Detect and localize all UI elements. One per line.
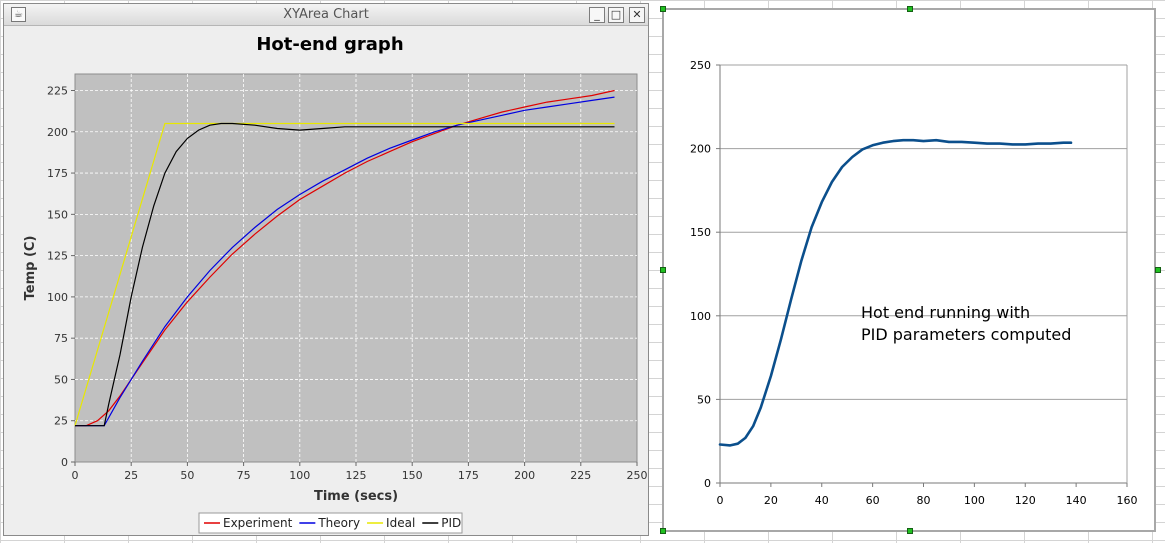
xyarea-chart-window: ☕ XYArea Chart _ □ ✕ Hot-end graph 0 25 50… <box>3 3 649 536</box>
annotation-line-1: Hot end running with <box>861 303 1030 322</box>
x-tick-label: 250 <box>627 469 648 482</box>
resize-handle-top[interactable] <box>907 6 913 12</box>
y-tick-label: 250 <box>690 59 711 72</box>
x-tick-label: 60 <box>866 494 880 507</box>
x-tick-label: 120 <box>1015 494 1036 507</box>
y-tick-label: 125 <box>47 250 68 263</box>
x-tick-label: 175 <box>458 469 479 482</box>
window-title: XYArea Chart <box>283 7 369 22</box>
y-tick-label: 100 <box>47 291 68 304</box>
window-titlebar[interactable]: ☕ XYArea Chart _ □ ✕ <box>4 4 648 26</box>
x-tick-label: 40 <box>815 494 829 507</box>
legend: Experiment Theory Ideal PID <box>198 512 463 534</box>
resize-handle-right[interactable] <box>1155 267 1161 273</box>
java-app-icon: ☕ <box>11 7 26 22</box>
x-tick-label: 0 <box>72 469 79 482</box>
legend-box <box>198 512 463 534</box>
x-tick-label: 125 <box>346 469 367 482</box>
legend-label-ideal: Ideal <box>386 516 415 530</box>
axes: 0 25 50 75 100 125 150 175 200 225 0 25 50 75 100 125 15… <box>47 85 648 482</box>
y-tick-label: 150 <box>47 208 68 221</box>
x-tick-label: 200 <box>514 469 535 482</box>
y-tick-label: 100 <box>690 310 711 323</box>
series-line-ideal <box>74 122 615 426</box>
y-tick-label: 175 <box>47 167 68 180</box>
minimize-button[interactable]: _ <box>589 7 605 23</box>
legend-label-pid: PID <box>441 516 461 530</box>
y-tick-label: 0 <box>61 456 68 469</box>
hot-end-chart: Hot-end graph 02550751001251501752002250… <box>23 34 648 534</box>
maximize-button[interactable]: □ <box>608 7 624 23</box>
y-tick-label: 50 <box>697 393 711 406</box>
y-tick-label: 25 <box>54 415 68 428</box>
grid-lines <box>720 64 1127 484</box>
close-button[interactable]: ✕ <box>629 7 645 23</box>
series-line-0 <box>718 138 1073 447</box>
pid-chart: 0 50 100 150 200 250 0 20 40 60 80 100 120 140 160 Hot… <box>690 59 1138 507</box>
y-axis-label: Temp (C) <box>23 236 38 301</box>
series-line-pid <box>75 122 615 427</box>
resize-handle-bottom-left[interactable] <box>660 528 666 534</box>
x-tick-label: 0 <box>717 494 724 507</box>
x-axis-label: Time (secs) <box>314 489 398 504</box>
resize-handle-left[interactable] <box>660 267 666 273</box>
chart-title: Hot-end graph <box>256 34 403 55</box>
x-tick-label: 80 <box>917 494 931 507</box>
x-tick-label: 75 <box>237 469 251 482</box>
resize-handle-top-left[interactable] <box>660 6 666 12</box>
grid-lines <box>75 74 637 462</box>
x-tick-label: 20 <box>764 494 778 507</box>
plot-area <box>74 73 638 463</box>
x-tick-label: 50 <box>180 469 194 482</box>
legend-label-experiment: Experiment <box>223 516 293 530</box>
x-tick-label: 160 <box>1117 494 1138 507</box>
x-tick-label: 225 <box>570 469 591 482</box>
resize-handle-bottom[interactable] <box>907 528 913 534</box>
x-tick-label: 140 <box>1066 494 1087 507</box>
series-lines <box>74 89 615 427</box>
x-tick-label: 25 <box>124 469 138 482</box>
y-tick-label: 150 <box>690 226 711 239</box>
spreadsheet-chart[interactable]: 0 50 100 150 200 250 0 20 40 60 80 100 120 140 160 Hot… <box>660 6 1161 534</box>
y-tick-label: 75 <box>54 332 68 345</box>
y-tick-label: 0 <box>704 477 711 490</box>
x-tick-label: 150 <box>402 469 423 482</box>
x-tick-label: 100 <box>964 494 985 507</box>
y-tick-label: 200 <box>47 126 68 139</box>
series-lines <box>718 138 1073 447</box>
axes: 0 50 100 150 200 250 0 20 40 60 80 100 120 140 160 <box>690 59 1138 507</box>
y-tick-label: 200 <box>690 143 711 156</box>
x-tick-label: 100 <box>289 469 310 482</box>
legend-label-theory: Theory <box>317 516 360 530</box>
series-line-theory <box>75 96 615 427</box>
y-tick-label: 50 <box>54 373 68 386</box>
annotation-line-2: PID parameters computed <box>861 325 1071 344</box>
y-tick-label: 225 <box>47 85 68 98</box>
